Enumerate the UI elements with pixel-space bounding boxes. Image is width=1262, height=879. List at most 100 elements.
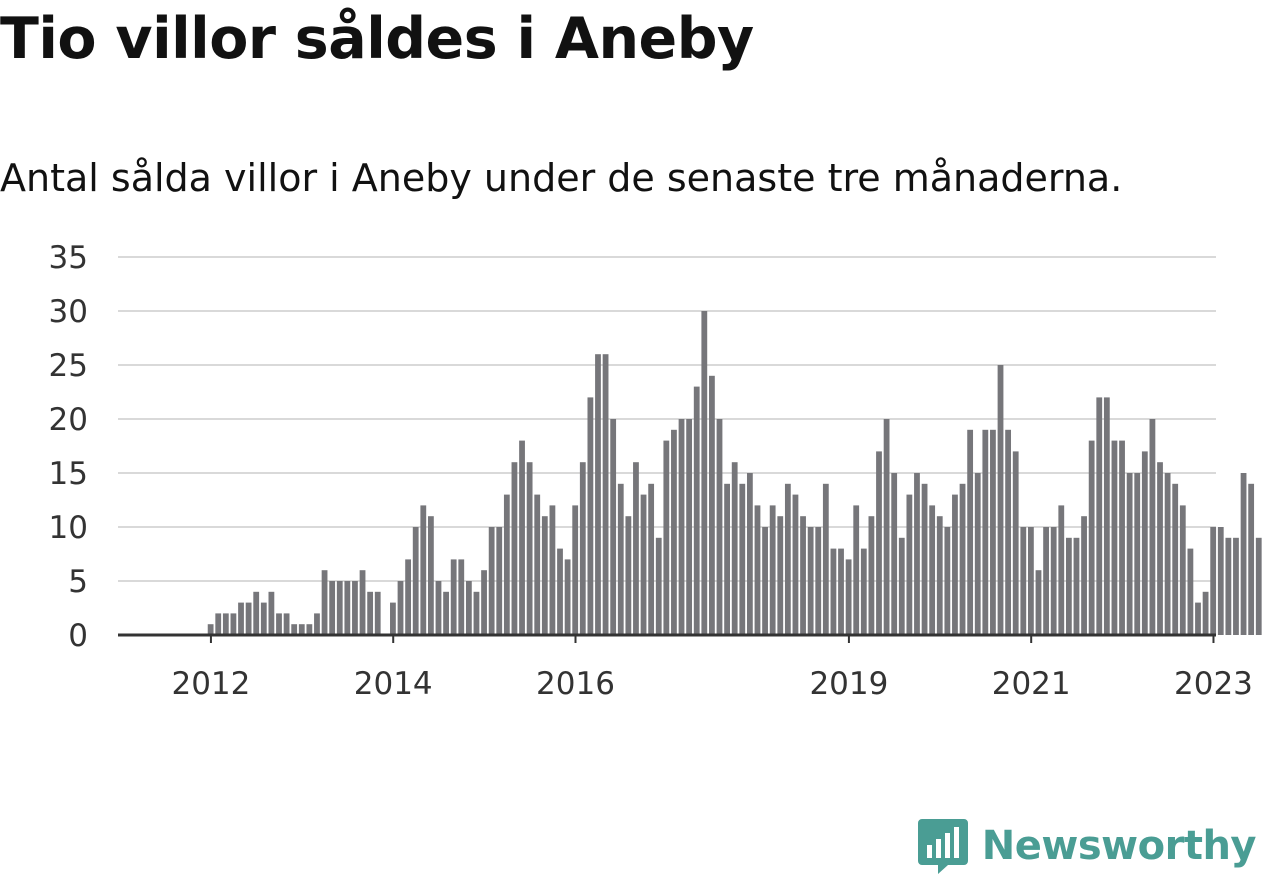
bar (496, 527, 503, 635)
bar (481, 570, 487, 635)
bar (435, 581, 442, 635)
bar (716, 419, 723, 635)
bar (1202, 591, 1209, 635)
x-tick-label: 2016 (536, 666, 615, 702)
bar (572, 505, 579, 635)
bar (222, 613, 229, 635)
brand-name: Newsworthy (981, 823, 1257, 869)
bar (883, 419, 890, 635)
bar (526, 462, 533, 635)
y-axis-ticks: 0 5 10 15 20 25 30 35 (49, 240, 88, 654)
bar (230, 613, 237, 635)
bar (800, 516, 806, 635)
bar (1111, 440, 1118, 635)
bar (898, 537, 905, 635)
bar (959, 483, 966, 635)
bar (845, 559, 852, 635)
bar (443, 591, 449, 635)
bar (352, 581, 358, 635)
bar (1240, 473, 1247, 635)
bar (1058, 505, 1065, 635)
bar (936, 516, 943, 635)
bar (314, 613, 320, 635)
bar (1157, 462, 1163, 635)
bar (1172, 483, 1179, 635)
bar (1126, 473, 1133, 635)
bar (519, 440, 525, 635)
bar (1088, 440, 1095, 635)
bar (853, 505, 860, 635)
bar (944, 527, 951, 635)
bar (815, 527, 822, 635)
bar (1028, 527, 1034, 635)
y-tick-label: 10 (49, 510, 88, 546)
bar (1225, 537, 1232, 635)
bar (1096, 397, 1103, 635)
bar (1217, 527, 1224, 635)
bar (746, 473, 753, 635)
bar (1119, 440, 1125, 635)
bar (784, 483, 791, 635)
bar (1050, 527, 1057, 635)
bar (1103, 397, 1110, 635)
y-tick-label: 5 (68, 564, 88, 600)
bar (238, 602, 244, 635)
bar (663, 440, 670, 635)
bar (868, 516, 875, 635)
bar (260, 602, 267, 635)
bar (1255, 537, 1262, 635)
bar (1065, 537, 1072, 635)
bar (321, 570, 328, 635)
bar (420, 505, 427, 635)
bar (891, 473, 898, 635)
bar (276, 613, 282, 635)
bar (207, 624, 214, 635)
bar (838, 548, 844, 635)
x-axis-ticks: 2012201420162019202120232025 (171, 635, 1253, 702)
bar (1012, 451, 1019, 635)
bar (876, 451, 882, 635)
bar (906, 494, 913, 635)
bar (541, 516, 548, 635)
bar (967, 429, 974, 635)
bar (1073, 537, 1080, 635)
bar (291, 624, 298, 635)
bar (990, 429, 996, 635)
bar (374, 591, 381, 635)
bar (769, 505, 776, 635)
bar (754, 505, 761, 635)
bar (921, 483, 928, 635)
bar (830, 548, 837, 635)
bar (777, 516, 784, 635)
bar (564, 559, 571, 635)
bars (207, 311, 1262, 635)
bar (458, 559, 465, 635)
bar (1043, 527, 1049, 635)
bar (1020, 527, 1027, 635)
bar (245, 602, 252, 635)
x-tick-label: 2023 (1174, 666, 1253, 702)
y-tick-label: 20 (49, 402, 88, 438)
bar (701, 311, 708, 635)
bar (822, 483, 829, 635)
bar (633, 462, 639, 635)
y-tick-label: 35 (49, 240, 88, 276)
bar (557, 548, 563, 635)
bar (511, 462, 518, 635)
bar (488, 527, 495, 635)
bar (974, 473, 981, 635)
bar (1035, 570, 1042, 635)
bar (860, 548, 867, 635)
bar (625, 516, 632, 635)
bar (952, 494, 958, 635)
bar (549, 505, 556, 635)
bar (503, 494, 510, 635)
bar (344, 581, 351, 635)
bar (610, 419, 617, 635)
bar (709, 375, 715, 635)
bar (534, 494, 541, 635)
bar (268, 591, 275, 635)
bar (1233, 537, 1239, 635)
chart-subtitle: Antal sålda villor i Aneby under de sena… (0, 156, 1123, 200)
